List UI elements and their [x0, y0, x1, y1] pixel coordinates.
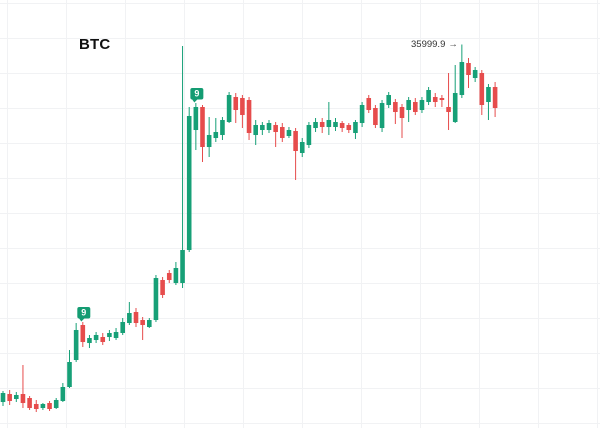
candle-body-bull — [260, 125, 265, 131]
candle-body-bull — [313, 122, 318, 129]
candle-body-bear — [27, 398, 32, 409]
price-callout-value: 35999.9 — [411, 39, 446, 50]
candle-body-bull — [180, 250, 185, 284]
candle-body-bear — [479, 73, 485, 106]
candle-body-bull — [406, 100, 411, 111]
candle-body-bull — [127, 313, 132, 324]
candle-body-bear — [280, 127, 285, 139]
candle-body-bull — [459, 62, 465, 96]
candle-body-bear — [373, 108, 378, 126]
candle-body-bull — [426, 90, 431, 103]
candle-wick — [328, 102, 330, 136]
candle-body-bull — [40, 404, 46, 409]
candle-body-bull — [220, 120, 225, 136]
candle-wick — [295, 128, 297, 181]
candle-body-bull — [452, 93, 458, 123]
candle-body-bull — [153, 278, 159, 321]
candle-wick — [182, 46, 184, 289]
candle-wick — [441, 95, 443, 108]
right-arrow-icon: → — [448, 39, 458, 50]
candle-body-bull — [326, 120, 332, 128]
candle-body-bull — [379, 103, 385, 129]
td9-marker — [77, 307, 91, 319]
td9-marker — [190, 88, 204, 100]
candle-body-bull — [359, 105, 365, 124]
candle-body-bull — [113, 332, 119, 339]
candle-body-bull — [186, 116, 192, 251]
candle-body-bear — [140, 320, 145, 326]
candle-body-bear — [166, 273, 172, 281]
candle-body-bull — [226, 95, 232, 123]
candle-body-bull — [87, 338, 92, 344]
candle-body-bear — [33, 404, 39, 410]
candle-wick — [142, 317, 144, 341]
td9-marker-pointer — [78, 318, 85, 322]
candle-body-bear — [47, 403, 52, 410]
candle-body-bear — [273, 125, 278, 133]
candle-body-bear — [100, 337, 106, 343]
candle-body-bear — [200, 107, 205, 148]
candle-body-bear — [393, 102, 398, 113]
candle-body-bear — [319, 122, 325, 128]
candle-body-bull — [333, 122, 338, 128]
candle-body-bull — [299, 142, 305, 154]
candle-body-bull — [213, 132, 219, 139]
candle-body-bear — [346, 125, 352, 131]
candle-body-bull — [353, 122, 358, 134]
candle-body-bear — [293, 131, 298, 152]
candle-body-bull — [206, 135, 212, 148]
td9-marker-pointer — [191, 99, 198, 103]
candle-body-bull — [60, 387, 66, 402]
candle-wick — [401, 104, 403, 139]
candle-body-bear — [439, 98, 445, 101]
candle-body-bear — [399, 107, 405, 119]
chart-symbol-title: BTC — [79, 36, 111, 53]
candle-body-bear — [160, 280, 165, 296]
candle-body-bull — [173, 268, 179, 284]
td9-marker-label: 9 — [81, 308, 86, 318]
candle-body-bull — [107, 333, 112, 338]
candle-wick — [448, 73, 450, 131]
candle-body-bear — [246, 100, 252, 134]
candle-body-bull — [0, 393, 6, 403]
candle-body-bear — [233, 97, 239, 111]
candle-body-bull — [266, 123, 272, 131]
candle-body-bear — [80, 325, 86, 343]
candle-body-bull — [147, 320, 152, 328]
candle-body-bull — [53, 400, 59, 409]
candle-body-bear — [432, 97, 438, 103]
candle-body-bear — [7, 394, 12, 402]
candle-body-bull — [472, 70, 478, 79]
candle-body-bull — [253, 125, 258, 136]
candle-body-bear — [133, 312, 139, 324]
td9-marker-label: 9 — [194, 89, 199, 99]
candle-body-bull — [386, 95, 391, 106]
candle-body-bull — [486, 87, 491, 103]
candle-body-bull — [14, 395, 19, 400]
price-callout: 35999.9 → — [411, 39, 458, 50]
candle-body-bear — [366, 98, 372, 111]
candle-body-bear — [339, 123, 345, 129]
candle-body-bear — [466, 63, 471, 76]
candle-body-bull — [93, 335, 99, 341]
candle-body-bear — [413, 102, 418, 113]
candle-body-bull — [193, 107, 199, 131]
candle-body-bear — [20, 394, 26, 404]
candle-body-bull — [67, 362, 72, 388]
candle-body-bull — [73, 330, 79, 361]
candle-body-bull — [306, 125, 312, 146]
candle-wick — [22, 365, 24, 409]
candle-wick — [215, 118, 217, 143]
candle-wick — [275, 122, 277, 148]
candle-body-bear — [492, 87, 498, 109]
candle-body-bear — [446, 107, 451, 113]
candle-body-bear — [240, 98, 245, 116]
candle-body-bull — [419, 100, 425, 111]
candle-body-bull — [286, 130, 292, 137]
candle-body-bull — [120, 322, 125, 334]
